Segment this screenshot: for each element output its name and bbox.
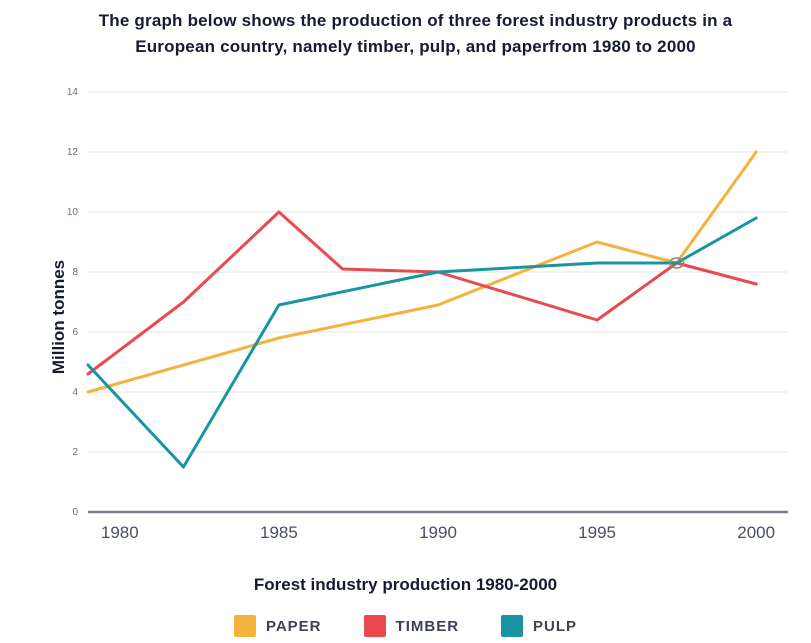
x-tick-label: 2000 (737, 523, 775, 542)
chart-title-line1: The graph below shows the production of … (40, 8, 791, 34)
x-tick-label: 1980 (101, 523, 139, 542)
legend-swatch (364, 615, 386, 637)
legend-item: PULP (501, 615, 577, 637)
series-line-pulp (88, 218, 756, 467)
chart-title: The graph below shows the production of … (40, 8, 791, 61)
legend-label: PULP (533, 618, 577, 635)
chart-area: 0 2 4 6 8 10 12 14 1980 1985 1990 1995 2000 Million … (8, 82, 803, 552)
legend-swatch (234, 615, 256, 637)
chart-svg: 0 2 4 6 8 10 12 14 1980 1985 1990 1995 2000 (8, 82, 803, 552)
legend-swatch (501, 615, 523, 637)
legend-label: TIMBER (396, 618, 460, 635)
y-tick-label: 4 (72, 387, 78, 398)
x-tick-label: 1990 (419, 523, 457, 542)
y-tick-label: 12 (67, 147, 79, 158)
y-tick-label: 2 (72, 447, 78, 458)
legend-item: TIMBER (364, 615, 460, 637)
series-line-timber (88, 212, 756, 374)
legend-item: PAPER (234, 615, 322, 637)
chart-title-line2: European country, namely timber, pulp, a… (40, 34, 791, 60)
x-axis-title: Forest industry production 1980-2000 (0, 575, 811, 595)
legend-label: PAPER (266, 618, 322, 635)
y-tick-label: 14 (67, 87, 79, 98)
y-tick-label: 8 (72, 267, 78, 278)
y-tick-label: 6 (72, 327, 78, 338)
x-tick-label: 1985 (260, 523, 298, 542)
x-tick-label: 1995 (578, 523, 616, 542)
y-tick-label: 0 (72, 507, 78, 518)
legend: PAPER TIMBER PULP (0, 615, 811, 637)
y-tick-label: 10 (67, 207, 79, 218)
chart-figure: The graph below shows the production of … (0, 0, 811, 643)
y-axis-title: Million tonnes (49, 260, 69, 374)
